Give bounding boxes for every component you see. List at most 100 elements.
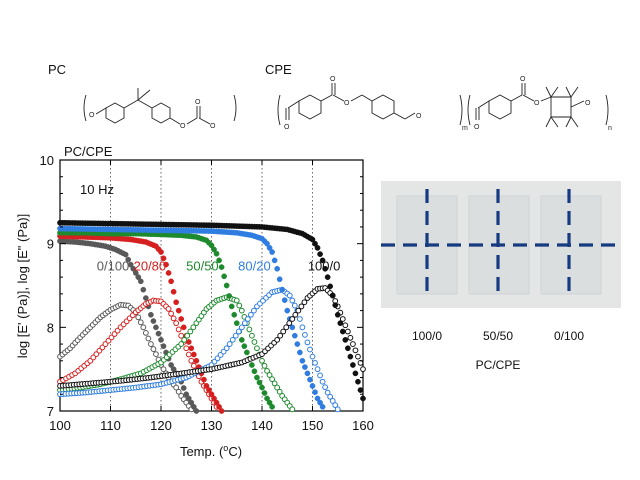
loss-modulus-point xyxy=(269,376,276,383)
loss-modulus-point xyxy=(342,322,349,329)
cpe-oxygen-5: O xyxy=(474,124,480,131)
series-80-20 xyxy=(57,225,341,413)
photo-label-0-100: 0/100 xyxy=(554,329,584,343)
pc-bracket-right xyxy=(233,94,237,122)
x-tick-label-130: 130 xyxy=(201,418,223,433)
loss-modulus-point xyxy=(229,336,236,343)
storage-modulus-point xyxy=(158,249,164,255)
loss-modulus-point xyxy=(274,336,281,343)
cpe-cyclobutane xyxy=(550,96,572,118)
loss-modulus-point xyxy=(190,362,197,369)
storage-modulus-point xyxy=(327,283,334,290)
storage-modulus-point xyxy=(233,320,240,326)
loss-modulus-point xyxy=(173,384,180,391)
loss-modulus-point xyxy=(298,303,305,310)
loss-modulus-point xyxy=(251,339,258,345)
x-tick-label-120: 120 xyxy=(150,418,172,433)
loss-modulus-point xyxy=(274,384,281,391)
pc-structure: PC O O O O xyxy=(48,62,237,130)
loss-modulus-point xyxy=(266,372,273,378)
storage-modulus-point xyxy=(180,324,187,331)
loss-modulus-point xyxy=(350,341,356,347)
storage-modulus-point xyxy=(125,256,132,263)
cpe-oxygen-8: O xyxy=(585,100,591,107)
storage-modulus-point xyxy=(317,251,323,257)
loss-modulus-point xyxy=(296,316,303,322)
storage-modulus-point xyxy=(269,403,275,410)
cpe-phenyl-2 xyxy=(488,94,512,120)
storage-modulus-point xyxy=(324,274,331,280)
loss-modulus-point xyxy=(244,316,251,322)
storage-modulus-point xyxy=(206,387,212,393)
series-100-0 xyxy=(57,219,366,402)
loss-modulus-point xyxy=(254,345,260,352)
series-20-80 xyxy=(57,233,225,414)
loss-modulus-point xyxy=(188,357,195,364)
loss-modulus-point xyxy=(232,332,239,339)
loss-modulus-point xyxy=(319,378,326,385)
loss-modulus-point xyxy=(352,347,359,354)
loss-modulus-point xyxy=(173,320,180,327)
pc-bracket-left xyxy=(83,94,87,122)
tick-labels: 100 110 120 130 140 150 160 7 8 9 10 xyxy=(40,153,374,433)
loss-modulus-point xyxy=(249,332,255,339)
x-tick-label-160: 160 xyxy=(352,418,374,433)
storage-modulus-point xyxy=(264,240,270,247)
loss-modulus-point xyxy=(344,328,351,335)
storage-modulus-point xyxy=(302,364,308,370)
storage-modulus-point xyxy=(185,395,192,402)
series-50-50 xyxy=(57,229,296,413)
axis-ticks xyxy=(59,159,364,412)
storage-modulus-point xyxy=(238,337,245,343)
series-label-80-20: 80/20 xyxy=(238,258,271,273)
storage-modulus-point xyxy=(309,383,316,389)
storage-modulus-point xyxy=(211,395,217,402)
storage-modulus-point xyxy=(264,395,270,402)
storage-modulus-point xyxy=(249,362,255,368)
storage-modulus-point xyxy=(140,286,147,293)
storage-modulus-point xyxy=(173,299,179,306)
loss-modulus-point xyxy=(150,346,157,352)
loss-modulus-point xyxy=(304,339,311,346)
storage-modulus-point xyxy=(216,257,222,264)
storage-modulus-point xyxy=(168,362,174,368)
loss-modulus-point xyxy=(355,353,361,360)
cpe-label: CPE xyxy=(265,62,292,77)
storage-modulus-point xyxy=(284,307,291,314)
photo-dashed-lines xyxy=(381,189,621,299)
series-label-0-100: 0/100 xyxy=(97,258,130,273)
chart-title: PC/CPE xyxy=(64,144,113,159)
loss-modulus-point xyxy=(238,324,245,331)
storage-modulus-point xyxy=(122,251,129,258)
loss-modulus-point xyxy=(302,331,308,338)
cpe-subscript-n: n xyxy=(608,125,612,132)
pc-phenyl-1 xyxy=(105,102,125,124)
cpe-oxygen-6: O xyxy=(520,76,526,83)
film-photo: 100/0 50/50 0/100 PC/CPE xyxy=(381,181,621,372)
storage-modulus-point xyxy=(357,387,364,393)
storage-modulus-point xyxy=(188,399,195,406)
storage-modulus-point xyxy=(339,328,346,335)
loss-modulus-point xyxy=(175,388,182,395)
cpe-oxygen-3: O xyxy=(344,100,350,107)
storage-modulus-point xyxy=(350,362,356,368)
y-tick-label-7: 7 xyxy=(47,404,54,419)
loss-modulus-point xyxy=(264,367,270,374)
loss-modulus-point xyxy=(236,302,243,309)
storage-modulus-point xyxy=(178,316,185,322)
storage-modulus-point xyxy=(165,270,172,276)
loss-modulus-point xyxy=(291,302,298,309)
storage-modulus-point xyxy=(251,368,258,375)
storage-modulus-point xyxy=(143,295,149,301)
storage-modulus-point xyxy=(309,236,316,243)
storage-modulus-point xyxy=(276,276,283,283)
loss-modulus-point xyxy=(322,384,329,391)
loss-modulus-point xyxy=(314,366,321,373)
cpe-oxygen-4: O xyxy=(416,113,422,120)
loss-modulus-point xyxy=(226,341,233,347)
storage-modulus-point xyxy=(312,389,318,396)
storage-modulus-point xyxy=(216,403,222,410)
loss-modulus-point xyxy=(190,324,197,331)
loss-modulus-point xyxy=(317,372,323,379)
storage-modulus-point xyxy=(188,345,195,352)
